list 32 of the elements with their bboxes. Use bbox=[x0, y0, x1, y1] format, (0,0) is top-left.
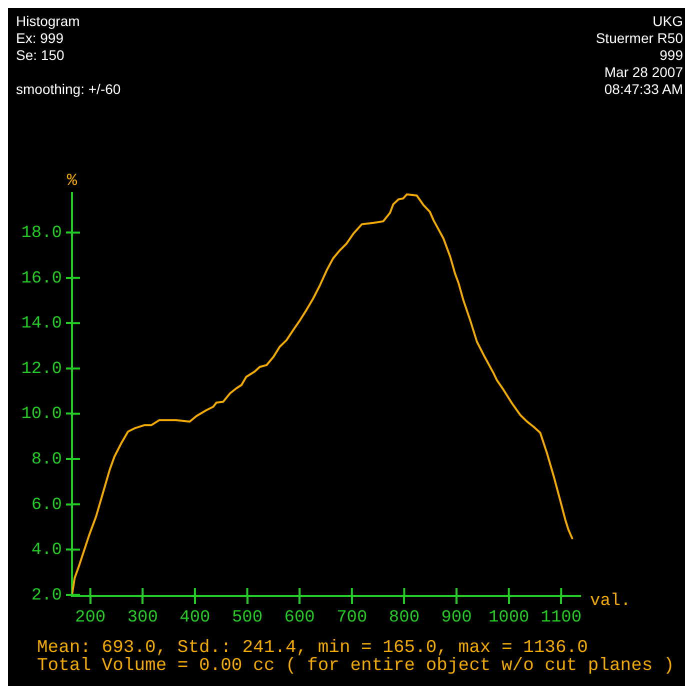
x-tick-label: 1000 bbox=[488, 608, 530, 628]
y-tick-label: 14.0 bbox=[21, 314, 62, 334]
chart-title: Histogram bbox=[16, 13, 80, 30]
x-tick-label: 500 bbox=[232, 608, 263, 628]
y-tick-label: 18.0 bbox=[21, 224, 62, 244]
x-tick-label: 200 bbox=[75, 608, 106, 628]
x-tick-label: 800 bbox=[388, 608, 420, 628]
y-tick-label: 6.0 bbox=[31, 496, 62, 515]
y-tick-label: 4.0 bbox=[31, 541, 62, 560]
text: Mar 28 2007 bbox=[604, 64, 683, 81]
text: Mean: 693.0, Std.: 241.4, min = 165.0, max = 1136.0 bbox=[37, 638, 588, 658]
text: Ex: 999 bbox=[16, 30, 64, 47]
y-tick-label: 8.0 bbox=[31, 450, 62, 470]
text: 08:47:33 AM bbox=[604, 81, 683, 98]
y-axis-title: % bbox=[66, 172, 78, 191]
y-tick-label: 12.0 bbox=[21, 360, 62, 379]
text: smoothing: +/-60 bbox=[16, 81, 121, 98]
text: Total Volume = 0.00 cc ( for entire object w/o cut planes ) bbox=[37, 656, 674, 676]
y-tick-label: 2.0 bbox=[31, 586, 62, 606]
x-tick-label: 600 bbox=[284, 608, 315, 628]
text: Stuermer R50 bbox=[596, 30, 683, 47]
text: 999 bbox=[660, 47, 683, 64]
x-tick-label: 1100 bbox=[540, 608, 582, 628]
x-axis-title: val. bbox=[590, 592, 631, 611]
y-tick-label: 16.0 bbox=[21, 269, 62, 288]
text: Se: 150 bbox=[16, 47, 64, 64]
y-tick-label: 10.0 bbox=[21, 405, 62, 424]
x-tick-label: 300 bbox=[127, 608, 158, 628]
x-tick-label: 900 bbox=[441, 608, 472, 628]
x-tick-label: 700 bbox=[336, 608, 368, 628]
x-tick-label: 400 bbox=[180, 608, 210, 628]
text: UKG bbox=[652, 13, 683, 30]
